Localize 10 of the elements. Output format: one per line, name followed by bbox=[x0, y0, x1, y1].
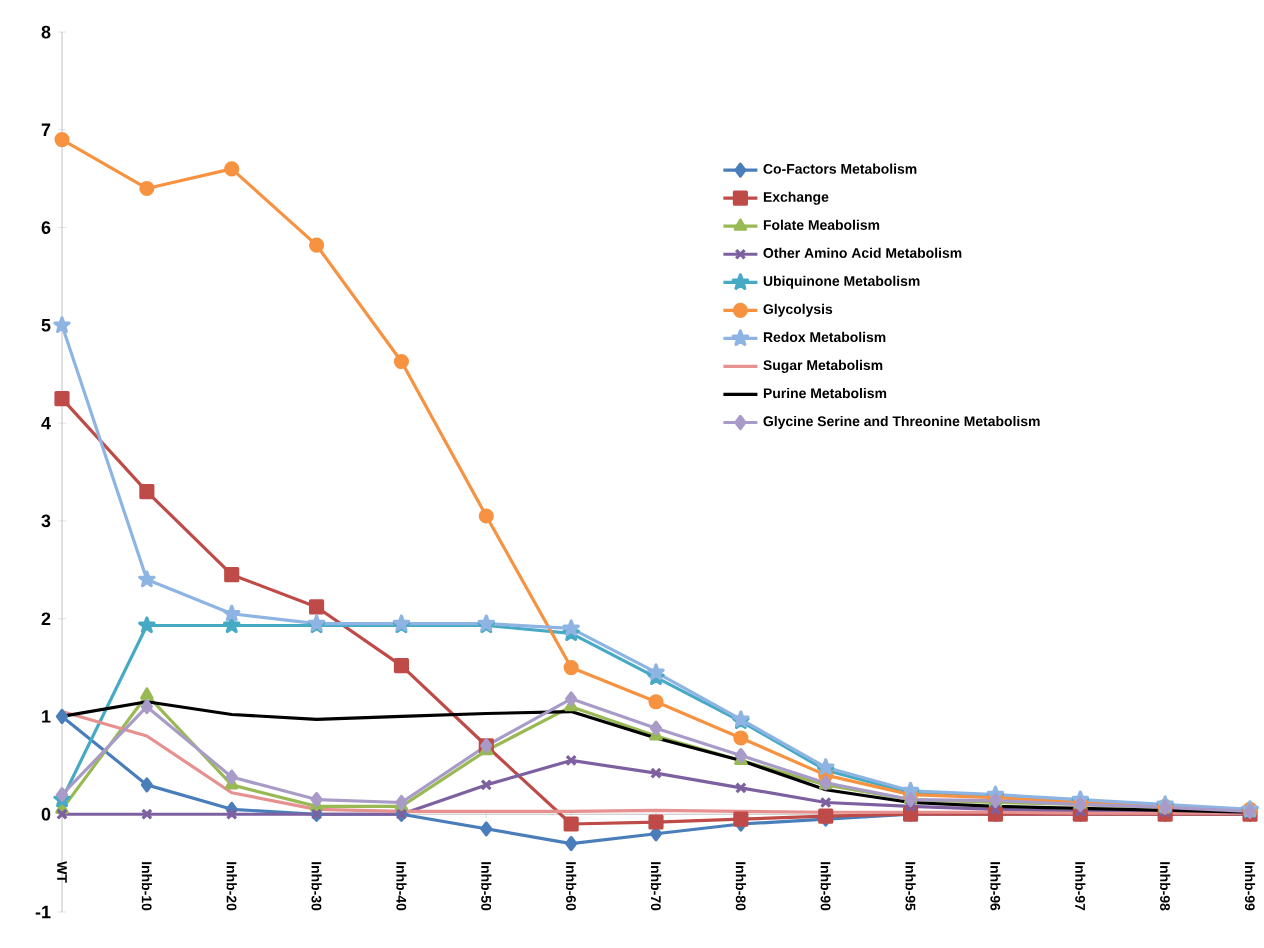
y-tick-label: 7 bbox=[41, 123, 51, 136]
y-tick-label: 8 bbox=[41, 25, 51, 39]
y-tick-label: 2 bbox=[41, 612, 51, 625]
y-tick-label: 5 bbox=[41, 319, 51, 332]
y-tick-label: 3 bbox=[41, 514, 51, 528]
y-tick-label: 6 bbox=[41, 221, 51, 234]
y-tick-label: 1 bbox=[42, 710, 51, 723]
y-tick-label: -1 bbox=[35, 905, 51, 919]
y-tick-label: 4 bbox=[41, 416, 51, 430]
y-tick-label: 0 bbox=[41, 807, 51, 821]
